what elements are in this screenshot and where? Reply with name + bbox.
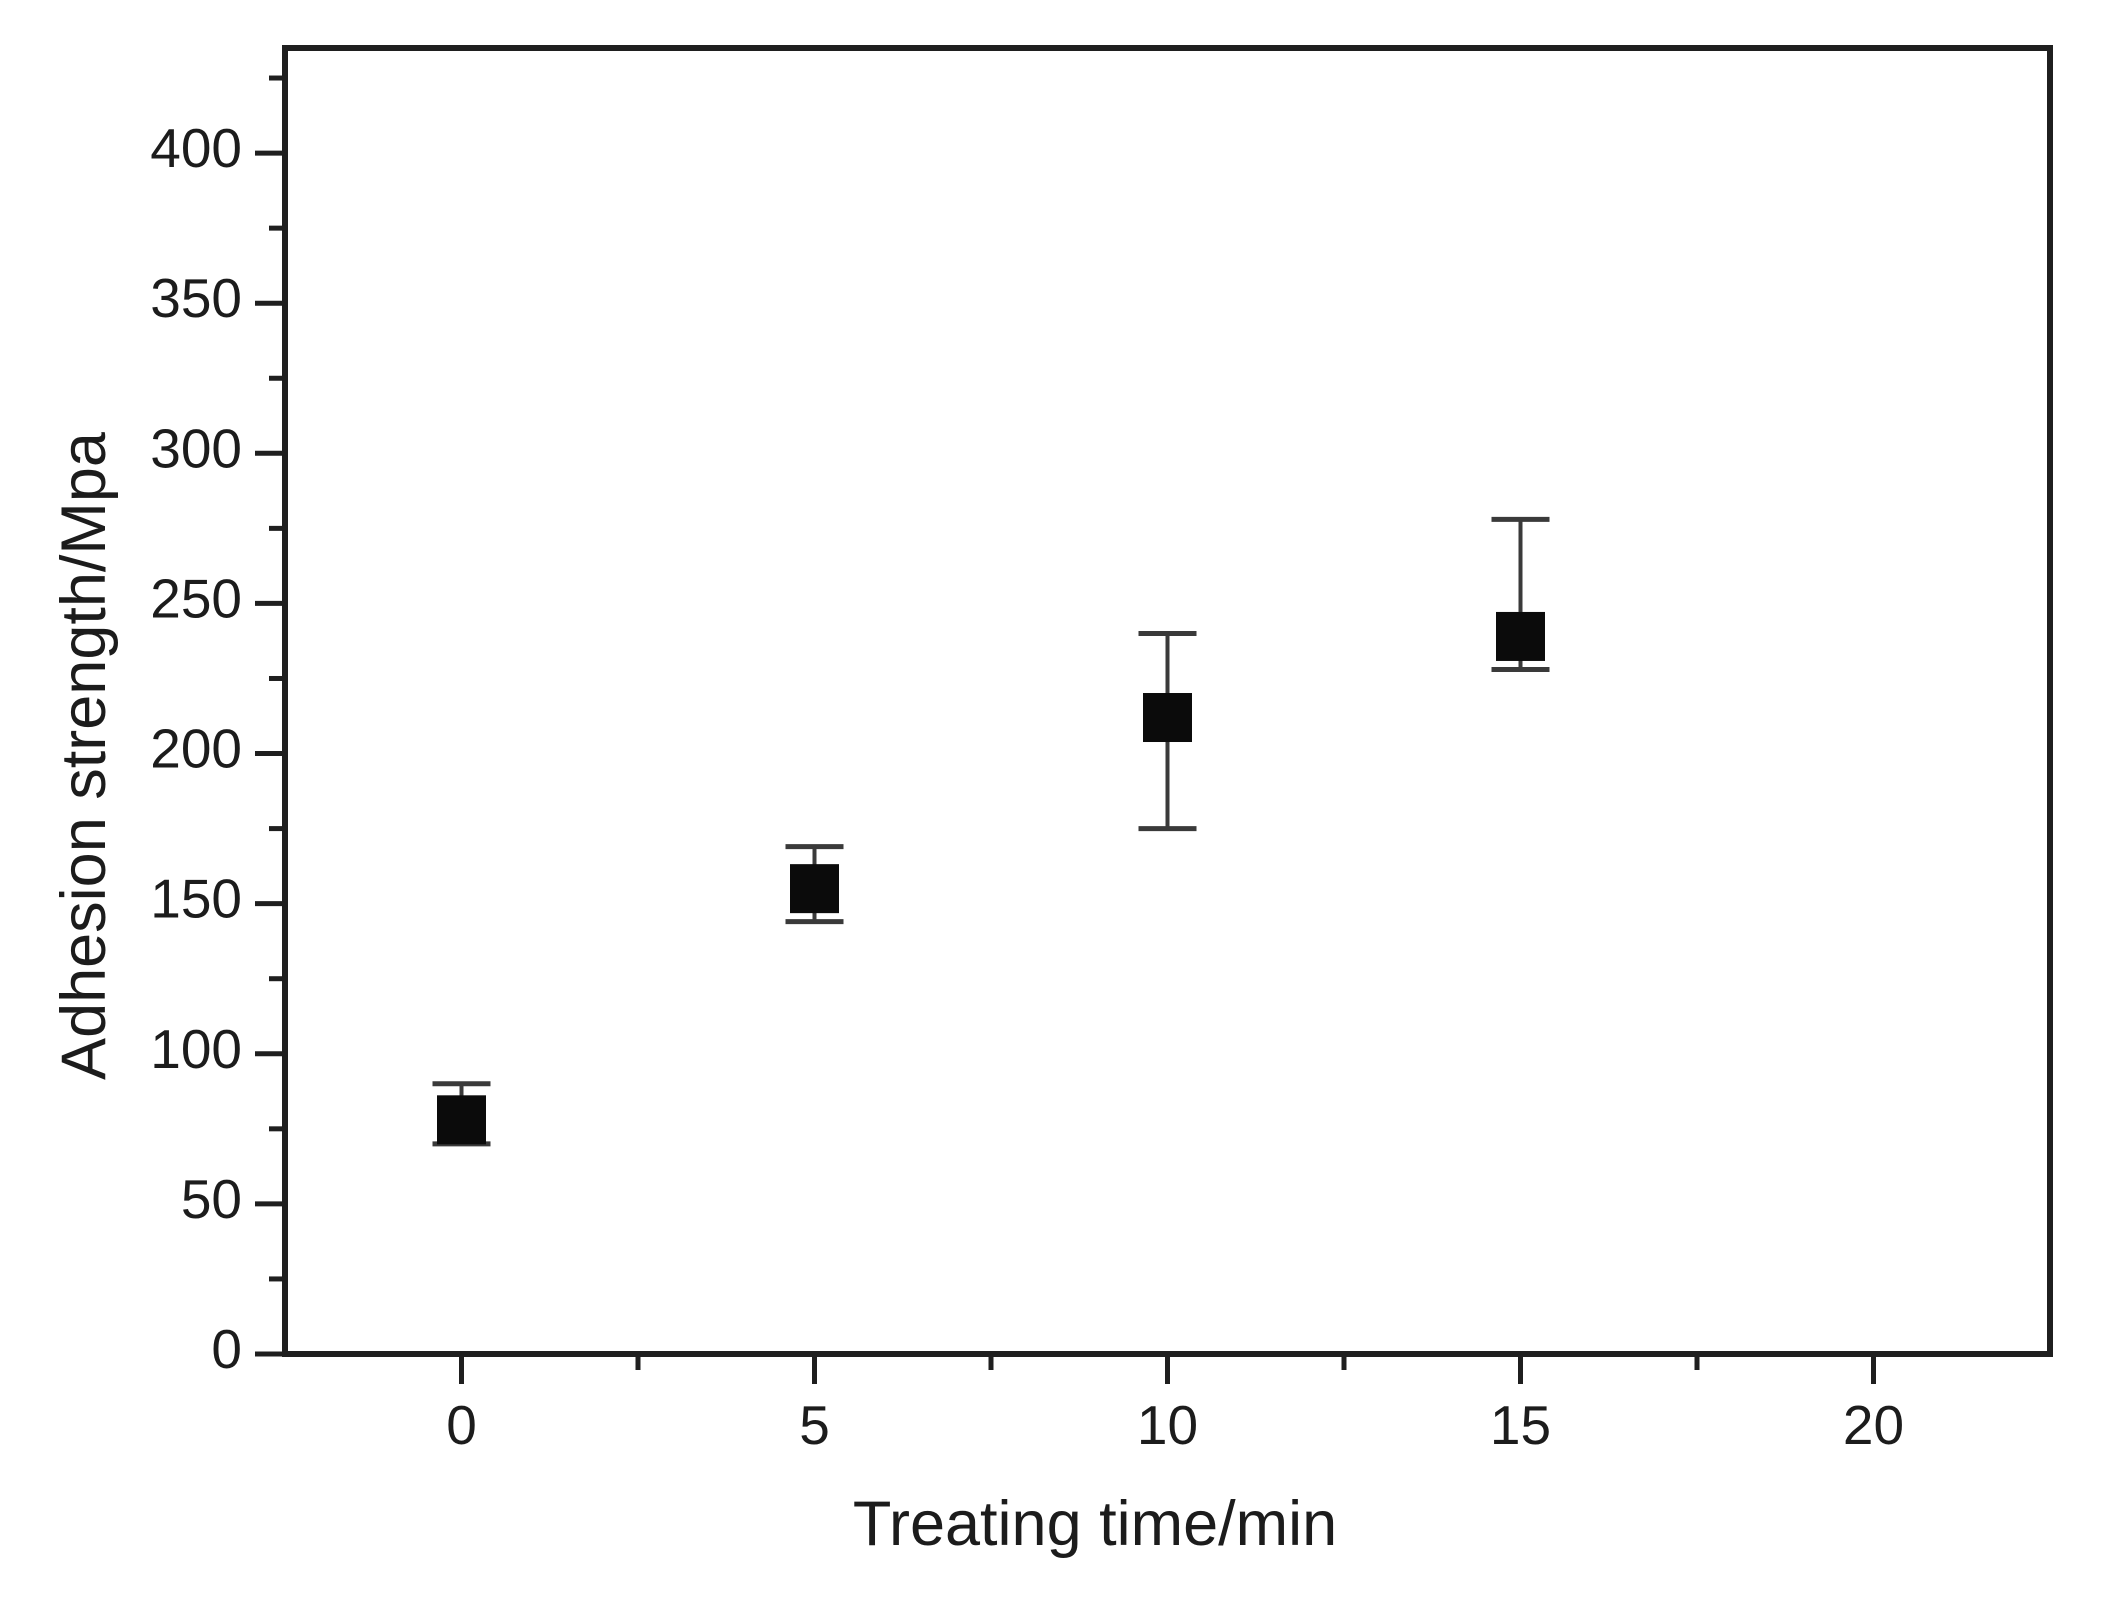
y-tick-label: 300 (150, 417, 242, 479)
x-tick-label: 5 (799, 1394, 830, 1456)
x-tick-label: 0 (446, 1394, 477, 1456)
data-point-marker (1496, 611, 1545, 661)
y-tick-label: 50 (181, 1168, 242, 1230)
x-axis-title: Treating time/min (853, 1489, 1337, 1559)
y-tick-label: 250 (150, 567, 242, 629)
x-tick-label: 10 (1137, 1394, 1198, 1456)
x-tick-label: 15 (1490, 1394, 1551, 1456)
x-tick-label: 20 (1843, 1394, 1904, 1456)
y-tick-label: 150 (150, 868, 242, 930)
y-tick-label: 350 (150, 267, 242, 329)
data-point-marker (790, 864, 839, 914)
y-tick-label: 200 (150, 718, 242, 780)
data-point-marker (1143, 693, 1192, 743)
y-tick-label: 100 (150, 1018, 242, 1080)
y-axis-title: Adhesion strength/Mpa (49, 431, 119, 1080)
y-tick-label: 0 (211, 1318, 242, 1380)
data-point-marker (437, 1095, 486, 1145)
y-tick-label: 400 (150, 117, 242, 179)
